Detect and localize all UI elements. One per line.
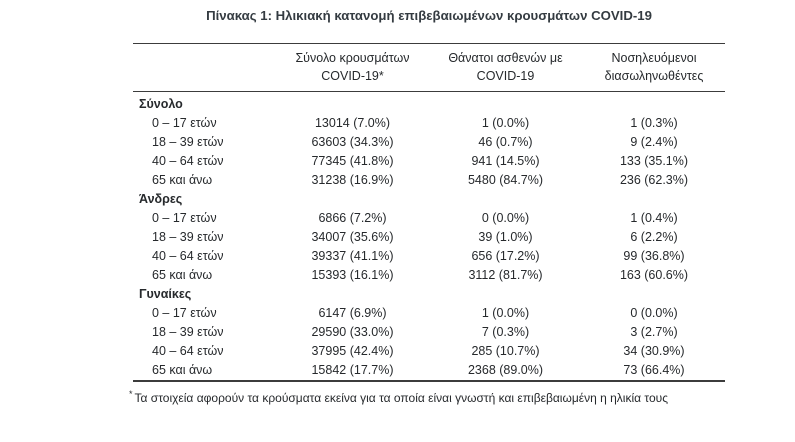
deaths-cell: 46 (0.7%): [478, 135, 533, 149]
section-label: Σύνολο: [139, 97, 183, 111]
empty-cell: [277, 285, 428, 304]
intubated-cell: 1 (0.3%): [630, 116, 678, 130]
empty-cell: [583, 285, 725, 304]
total-cases-cell: 37995 (42.4%): [311, 344, 394, 358]
intubated-cell: 99 (36.8%): [623, 249, 685, 263]
intubated-cell: 163 (60.6%): [619, 268, 689, 282]
table-title: Πίνακας 1: Ηλικιακή κατανομή επιβεβαιωμέ…: [206, 8, 652, 23]
empty-cell: [428, 190, 583, 209]
column-header-line: Νοσηλευόμενοι: [611, 51, 697, 65]
column-header-line: COVID-19*: [321, 69, 384, 83]
data-row: 65 και άνω 15393 (16.1%) 3112 (81.7%) 163 (…: [133, 266, 725, 285]
footnote-marker: *: [129, 389, 133, 399]
data-row: 65 και άνω 15842 (17.7%) 2368 (89.0%) 73 (6…: [133, 361, 725, 381]
total-cases-cell: 29590 (33.0%): [311, 325, 394, 339]
section-label: Γυναίκες: [139, 287, 192, 301]
table-figure: Πίνακας 1: Ηλικιακή κατανομή επιβεβαιωμέ…: [129, 7, 725, 406]
intubated-cell: 6 (2.2%): [630, 230, 678, 244]
data-row: 0 – 17 ετών 13014 (7.0%) 1 (0.0%) 1 (0.3%): [133, 114, 725, 133]
intubated-cell: 34 (30.9%): [623, 344, 685, 358]
age-group-label: 18 – 39 ετών: [152, 230, 224, 244]
intubated-cell: 9 (2.4%): [630, 135, 678, 149]
deaths-cell: 3112 (81.7%): [468, 268, 543, 282]
age-group-label: 40 – 64 ετών: [152, 344, 224, 358]
empty-cell: [583, 92, 725, 115]
total-cases-cell: 63603 (34.3%): [311, 135, 394, 149]
data-row: 40 – 64 ετών 39337 (41.1%) 656 (17.2%) 99 (…: [133, 247, 725, 266]
total-cases-cell: 13014 (7.0%): [314, 116, 391, 130]
intubated-cell: 236 (62.3%): [619, 173, 689, 187]
total-cases-cell: 77345 (41.8%): [311, 154, 394, 168]
total-cases-cell: 34007 (35.6%): [311, 230, 394, 244]
intubated-cell: 1 (0.4%): [630, 211, 678, 225]
column-header-intubated: Νοσηλευόμενοι διασωληνωθέντες: [583, 43, 725, 92]
age-group-label: 40 – 64 ετών: [152, 249, 224, 263]
footnote: * Τα στοιχεία αφορούν τα κρούσματα εκείνα…: [129, 386, 725, 406]
column-header-line: διασωληνωθέντες: [604, 69, 704, 83]
empty-cell: [277, 92, 428, 115]
total-cases-cell: 15842 (17.7%): [311, 363, 394, 377]
footnote-text: Τα στοιχεία αφορούν τα κρούσματα εκείνα …: [134, 391, 668, 405]
deaths-cell: 656 (17.2%): [471, 249, 540, 263]
age-group-label: 0 – 17 ετών: [152, 116, 217, 130]
row-label-column-header: [133, 43, 277, 92]
data-row: 18 – 39 ετών 34007 (35.6%) 39 (1.0%) 6 (2.2…: [133, 228, 725, 247]
age-group-label: 0 – 17 ετών: [152, 306, 217, 320]
empty-cell: [428, 92, 583, 115]
table-body: Σύνολο 0 – 17 ετών 13014 (7.0%) 1 (0.0%) 1 (…: [133, 92, 725, 382]
deaths-cell: 7 (0.3%): [481, 325, 530, 339]
header-row: Σύνολο κρουσμάτων COVID-19* Θάνατοι ασθε…: [133, 43, 725, 92]
intubated-cell: 73 (66.4%): [623, 363, 685, 377]
section-row: Σύνολο: [133, 92, 725, 115]
deaths-cell: 2368 (89.0%): [467, 363, 544, 377]
total-cases-cell: 39337 (41.1%): [311, 249, 394, 263]
age-group-label: 65 και άνω: [152, 363, 213, 377]
deaths-cell: 1 (0.0%): [481, 306, 530, 320]
total-cases-cell: 6866 (7.2%): [318, 211, 387, 225]
deaths-cell: 285 (10.7%): [471, 344, 540, 358]
deaths-cell: 1 (0.0%): [481, 116, 530, 130]
intubated-cell: 0 (0.0%): [630, 306, 678, 320]
age-group-label: 18 – 39 ετών: [152, 325, 224, 339]
section-row: Άνδρες: [133, 190, 725, 209]
age-group-label: 65 και άνω: [152, 268, 213, 282]
empty-cell: [428, 285, 583, 304]
column-header-line: Θάνατοι ασθενών με: [448, 51, 563, 65]
section-row: Γυναίκες: [133, 285, 725, 304]
age-group-label: 40 – 64 ετών: [152, 154, 224, 168]
column-header-line: COVID-19: [476, 69, 535, 83]
data-row: 0 – 17 ετών 6147 (6.9%) 1 (0.0%) 0 (0.0%): [133, 304, 725, 323]
empty-cell: [277, 190, 428, 209]
data-row: 0 – 17 ετών 6866 (7.2%) 0 (0.0%) 1 (0.4%): [133, 209, 725, 228]
total-cases-cell: 6147 (6.9%): [318, 306, 387, 320]
deaths-cell: 0 (0.0%): [481, 211, 530, 225]
data-row: 40 – 64 ετών 37995 (42.4%) 285 (10.7%) 34 (…: [133, 342, 725, 361]
deaths-cell: 941 (14.5%): [471, 154, 540, 168]
section-label: Άνδρες: [139, 192, 183, 206]
data-row: 65 και άνω 31238 (16.9%) 5480 (84.7%) 236 (…: [133, 171, 725, 190]
deaths-cell: 39 (1.0%): [478, 230, 533, 244]
column-header-deaths: Θάνατοι ασθενών με COVID-19: [428, 43, 583, 92]
column-header-line: Σύνολο κρουσμάτων: [295, 51, 410, 65]
age-group-label: 65 και άνω: [152, 173, 213, 187]
total-cases-cell: 31238 (16.9%): [311, 173, 394, 187]
intubated-cell: 133 (35.1%): [619, 154, 689, 168]
data-row: 40 – 64 ετών 77345 (41.8%) 941 (14.5%) 133 …: [133, 152, 725, 171]
deaths-cell: 5480 (84.7%): [467, 173, 544, 187]
covid-age-distribution-table: Σύνολο κρουσμάτων COVID-19* Θάνατοι ασθε…: [133, 43, 725, 382]
data-row: 18 – 39 ετών 29590 (33.0%) 7 (0.3%) 3 (2.7%…: [133, 323, 725, 342]
data-row: 18 – 39 ετών 63603 (34.3%) 46 (0.7%) 9 (2.4…: [133, 133, 725, 152]
age-group-label: 18 – 39 ετών: [152, 135, 224, 149]
age-group-label: 0 – 17 ετών: [152, 211, 217, 225]
empty-cell: [583, 190, 725, 209]
intubated-cell: 3 (2.7%): [630, 325, 678, 339]
column-header-total-cases: Σύνολο κρουσμάτων COVID-19*: [277, 43, 428, 92]
total-cases-cell: 15393 (16.1%): [311, 268, 394, 282]
